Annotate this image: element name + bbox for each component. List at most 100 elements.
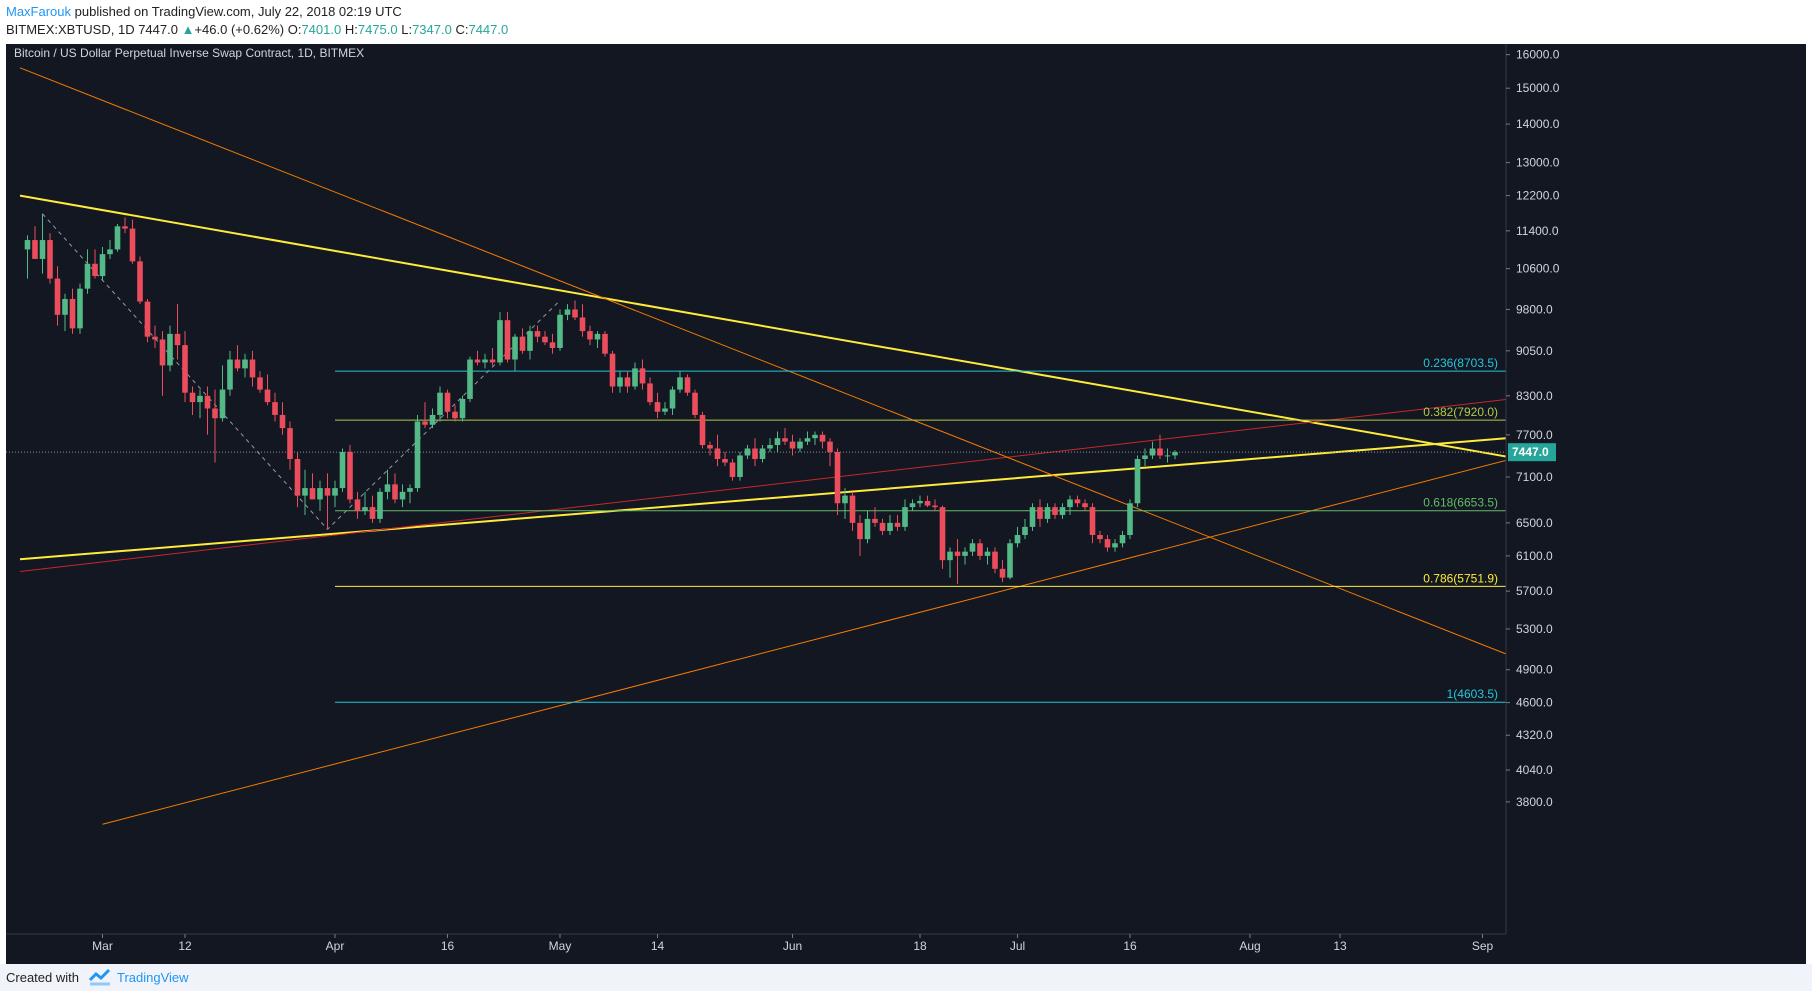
candle-body[interactable] xyxy=(752,448,758,459)
candle-body[interactable] xyxy=(234,359,241,369)
candle-body[interactable] xyxy=(1149,448,1156,456)
candle-body[interactable] xyxy=(377,491,383,519)
candle-body[interactable] xyxy=(92,263,98,277)
candle-body[interactable] xyxy=(534,331,541,337)
candle-body[interactable] xyxy=(1172,452,1178,456)
candle-body[interactable] xyxy=(437,392,443,415)
candle-body[interactable] xyxy=(459,398,466,419)
candle-body[interactable] xyxy=(549,342,556,348)
candle-body[interactable] xyxy=(152,336,158,340)
candle-body[interactable] xyxy=(444,392,451,412)
candle-body[interactable] xyxy=(737,455,743,477)
candle-body[interactable] xyxy=(114,226,121,250)
candle-body[interactable] xyxy=(692,392,698,415)
candle-body[interactable] xyxy=(1014,535,1021,544)
candle-body[interactable] xyxy=(864,518,871,540)
candle-body[interactable] xyxy=(812,434,818,439)
candle-body[interactable] xyxy=(159,339,166,366)
candle-body[interactable] xyxy=(902,507,908,527)
candle-body[interactable] xyxy=(279,414,286,429)
candle-body[interactable] xyxy=(1104,539,1111,548)
trendline-yellow-resistance[interactable] xyxy=(19,194,1565,467)
candle-body[interactable] xyxy=(977,543,983,556)
candle-body[interactable] xyxy=(24,240,31,250)
candle-body[interactable] xyxy=(872,518,878,523)
candle-body[interactable] xyxy=(617,377,623,387)
candle-body[interactable] xyxy=(294,458,301,496)
trendline-yellow-support[interactable] xyxy=(19,433,1565,561)
candle-body[interactable] xyxy=(632,368,638,387)
candle-body[interactable] xyxy=(857,522,863,540)
candle-body[interactable] xyxy=(99,254,106,277)
candle-body[interactable] xyxy=(69,298,76,329)
candle-body[interactable] xyxy=(212,408,218,419)
candle-body[interactable] xyxy=(309,488,316,500)
candle-body[interactable] xyxy=(414,421,421,489)
candle-body[interactable] xyxy=(54,278,61,315)
candle-body[interactable] xyxy=(587,331,593,340)
chart-area[interactable]: 0.236(8703.5) 0.382(7920.0) 0.618(6653.5) 0… xyxy=(6,44,1806,964)
candle-body[interactable] xyxy=(984,551,991,556)
candle-body[interactable] xyxy=(947,551,953,561)
candle-body[interactable] xyxy=(992,551,998,569)
candle-body[interactable] xyxy=(189,392,196,403)
candle-body[interactable] xyxy=(729,462,736,477)
candle-body[interactable] xyxy=(77,288,83,329)
candle-body[interactable] xyxy=(1067,499,1073,508)
candle-body[interactable] xyxy=(1119,535,1126,544)
candle-body[interactable] xyxy=(1044,507,1051,519)
candle-body[interactable] xyxy=(47,240,53,279)
candle-body[interactable] xyxy=(527,331,533,351)
candle-body[interactable] xyxy=(1157,448,1163,456)
candle-body[interactable] xyxy=(467,359,473,399)
candle-body[interactable] xyxy=(489,359,496,363)
candle-body[interactable] xyxy=(332,488,338,496)
candle-body[interactable] xyxy=(707,445,713,449)
candle-body[interactable] xyxy=(999,568,1006,578)
candle-body[interactable] xyxy=(1007,543,1013,578)
candle-body[interactable] xyxy=(1164,455,1171,457)
candle-body[interactable] xyxy=(1082,503,1088,508)
candle-body[interactable] xyxy=(1134,458,1141,504)
candle-body[interactable] xyxy=(317,488,323,500)
candle-body[interactable] xyxy=(759,448,766,459)
candle-body[interactable] xyxy=(257,377,263,390)
candle-body[interactable] xyxy=(369,507,376,519)
candle-body[interactable] xyxy=(249,359,256,378)
candle-body[interactable] xyxy=(1112,543,1118,548)
candle-body[interactable] xyxy=(834,451,841,504)
candle-body[interactable] xyxy=(407,488,413,492)
candle-body[interactable] xyxy=(684,377,691,393)
candle-body[interactable] xyxy=(1089,507,1096,536)
candle-body[interactable] xyxy=(392,484,398,500)
candle-body[interactable] xyxy=(84,263,91,289)
candle-body[interactable] xyxy=(32,240,38,259)
candle-body[interactable] xyxy=(227,359,233,390)
candle-body[interactable] xyxy=(1052,507,1058,515)
candle-body[interactable] xyxy=(789,441,796,449)
candle-body[interactable] xyxy=(774,438,781,446)
candle-body[interactable] xyxy=(1127,503,1133,536)
candle-body[interactable] xyxy=(917,500,923,504)
candle-body[interactable] xyxy=(1074,499,1081,504)
candle-body[interactable] xyxy=(362,507,368,512)
candle-body[interactable] xyxy=(519,336,526,351)
candle-body[interactable] xyxy=(122,226,128,229)
candle-body[interactable] xyxy=(647,383,653,403)
candle-body[interactable] xyxy=(699,414,706,446)
candle-body[interactable] xyxy=(602,333,608,354)
candle-body[interactable] xyxy=(429,414,436,425)
candle-body[interactable] xyxy=(1097,535,1103,540)
candle-body[interactable] xyxy=(677,377,683,390)
candle-body[interactable] xyxy=(782,438,788,442)
candle-body[interactable] xyxy=(744,448,751,456)
candle-body[interactable] xyxy=(264,389,271,403)
author-link[interactable]: MaxFarouk xyxy=(6,4,72,19)
candle-body[interactable] xyxy=(497,320,503,363)
candle-body[interactable] xyxy=(339,451,346,489)
candle-body[interactable] xyxy=(797,441,803,449)
candle-body[interactable] xyxy=(204,395,211,409)
candle-body[interactable] xyxy=(474,359,481,363)
trendline-red-line[interactable] xyxy=(19,393,1565,572)
trendline-orange-descending[interactable] xyxy=(19,67,1565,677)
